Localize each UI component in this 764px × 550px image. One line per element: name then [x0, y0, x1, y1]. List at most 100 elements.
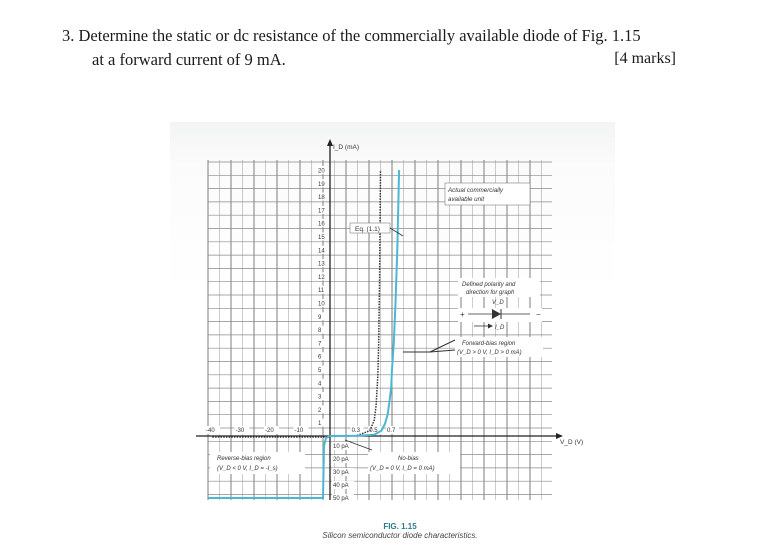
y-tick-label: 5: [318, 368, 322, 374]
x-tick-bg: [234, 426, 250, 434]
reverse-tick-bg: [332, 455, 354, 463]
y-tick-label: 19: [318, 182, 325, 188]
x-axis-label: V_D (V): [560, 439, 583, 446]
y-tick-label: 10: [318, 302, 325, 308]
y-tick-bg: [317, 232, 327, 241]
y-tick-label: 6: [318, 355, 322, 361]
x-tick-label: -30: [236, 428, 245, 434]
no-bias-box: [368, 452, 460, 474]
series-line-actual-reverse: [208, 435, 331, 499]
x-tick-label: -40: [206, 428, 215, 434]
reverse-tick-label: 40 pA: [333, 483, 349, 489]
y-tick-bg: [317, 325, 327, 334]
diode-symbol-icon: + −: [458, 308, 542, 322]
reverse-tick-label: 30 pA: [333, 470, 349, 476]
y-tick-bg: [317, 205, 327, 214]
series-line-equation: [329, 169, 382, 437]
y-tick-bg: [317, 299, 327, 307]
forward-bias-label-2: (V_D > 0 V, I_D > 0 mA): [457, 350, 522, 356]
y-tick-bg: [317, 166, 327, 174]
y-tick-label: 4: [318, 381, 322, 387]
y-tick-bg: [317, 365, 327, 374]
reverse-tick-bg: [332, 442, 354, 450]
data-series: [208, 169, 401, 499]
reverse-tick-bg: [332, 481, 354, 489]
x-tick-label: -10: [295, 428, 304, 434]
y-tick-bg: [317, 192, 327, 201]
y-tick-label: 18: [318, 195, 325, 201]
reverse-tick-bg: [332, 468, 354, 476]
y-tick-label: 11: [318, 288, 325, 294]
reverse-bias-label-2: (V_D < 0 V, I_D = -I_s): [217, 466, 278, 472]
y-tick-bg: [317, 219, 327, 228]
x-axis-arrow-icon: [556, 433, 563, 439]
forward-pointer-2: [429, 339, 456, 353]
x-tick-label: 0.5: [369, 428, 378, 434]
y-tick-bg: [317, 378, 327, 387]
y-tick-label: 8: [318, 328, 322, 334]
reverse-bias-box: [210, 452, 305, 474]
y-tick-label: 2: [318, 408, 322, 414]
y-tick-bg: [317, 272, 327, 281]
y-tick-label: 3: [318, 395, 322, 401]
x-tick-bg: [350, 426, 364, 434]
forward-bias-label-1: Forward-bias region: [462, 341, 516, 347]
equation-label: Eq. (1.1): [355, 226, 380, 233]
defined-polarity-box: [458, 278, 540, 297]
y-tick-label: 17: [318, 208, 325, 214]
x-tick-label: -20: [265, 428, 274, 434]
actual-unit-label-1: Actual commercially: [447, 187, 504, 194]
y-tick-bg: [317, 352, 327, 361]
svg-text:+: +: [460, 310, 465, 319]
y-tick-bg: [317, 259, 327, 268]
x-tick-bg: [293, 426, 309, 434]
y-tick-bg: [317, 392, 327, 401]
series-line-actual: [329, 169, 401, 437]
y-tick-label: 1: [318, 421, 322, 427]
x-tick-bg: [386, 426, 399, 434]
y-axis-arrow-icon: [327, 139, 333, 146]
y-tick-label: 16: [318, 222, 325, 228]
y-tick-bg: [317, 418, 327, 427]
x-tick-bg: [205, 426, 220, 434]
actual-unit-label-box: [444, 182, 531, 206]
no-bias-label-2: (V_D = 0 V, I_D = 0 mA): [370, 466, 435, 472]
axes: [196, 139, 563, 500]
reverse-tick-bg: [332, 494, 354, 502]
question-text-1: Determine the static or dc resistance of…: [78, 26, 641, 45]
question-text-2: at a forward current of 9 mA.: [92, 50, 286, 69]
defined-polarity-label-2: direction for graph: [466, 290, 515, 296]
id-symbol: I_D: [495, 325, 505, 331]
y-tick-label: 14: [318, 248, 325, 254]
y-tick-bg: [317, 312, 327, 321]
caption-text: Silicon semiconductor diode characterist…: [322, 531, 478, 540]
question-line-1: 3. Determine the static or dc resistance…: [62, 26, 641, 46]
y-tick-label: 20: [318, 169, 325, 175]
x-tick-label: 0.7: [387, 428, 396, 434]
y-tick-bg: [317, 405, 327, 414]
y-tick-label: 9: [318, 315, 322, 321]
x-tick-bg: [264, 426, 279, 434]
reverse-tick-label: 20 pA: [333, 457, 349, 463]
reverse-tick-label: 50 pA: [333, 496, 349, 502]
marks-label: [4 marks]: [614, 50, 676, 67]
y-tick-bg: [317, 285, 327, 294]
actual-unit-label-2: available unit: [448, 196, 484, 203]
no-bias-label-1: No-bias: [398, 456, 419, 462]
x-tick-label: 0.3: [352, 428, 361, 434]
y-tick-label: 15: [318, 235, 325, 241]
reverse-bias-label-1: Reverse-bias region: [217, 456, 271, 462]
defined-polarity-label-1: Defined polarity and: [462, 282, 516, 288]
vd-symbol: V_D: [492, 300, 504, 306]
tick-labels: 20 19 18 17 16 15 14 13 12 11 10 9 8 7 6 5 4 3 2 1 0.3 0.5 0.7…: [205, 166, 399, 502]
svg-text:−: −: [536, 310, 541, 319]
reverse-tick-label: 10 pA: [333, 444, 349, 450]
y-tick-bg: [317, 245, 327, 254]
y-tick-bg: [317, 179, 327, 188]
forward-bias-box: [455, 337, 543, 357]
no-bias-pointer: [344, 439, 373, 451]
question-number: 3.: [62, 26, 75, 45]
figure-panel: [170, 122, 615, 550]
y-tick-label: 13: [318, 262, 325, 268]
